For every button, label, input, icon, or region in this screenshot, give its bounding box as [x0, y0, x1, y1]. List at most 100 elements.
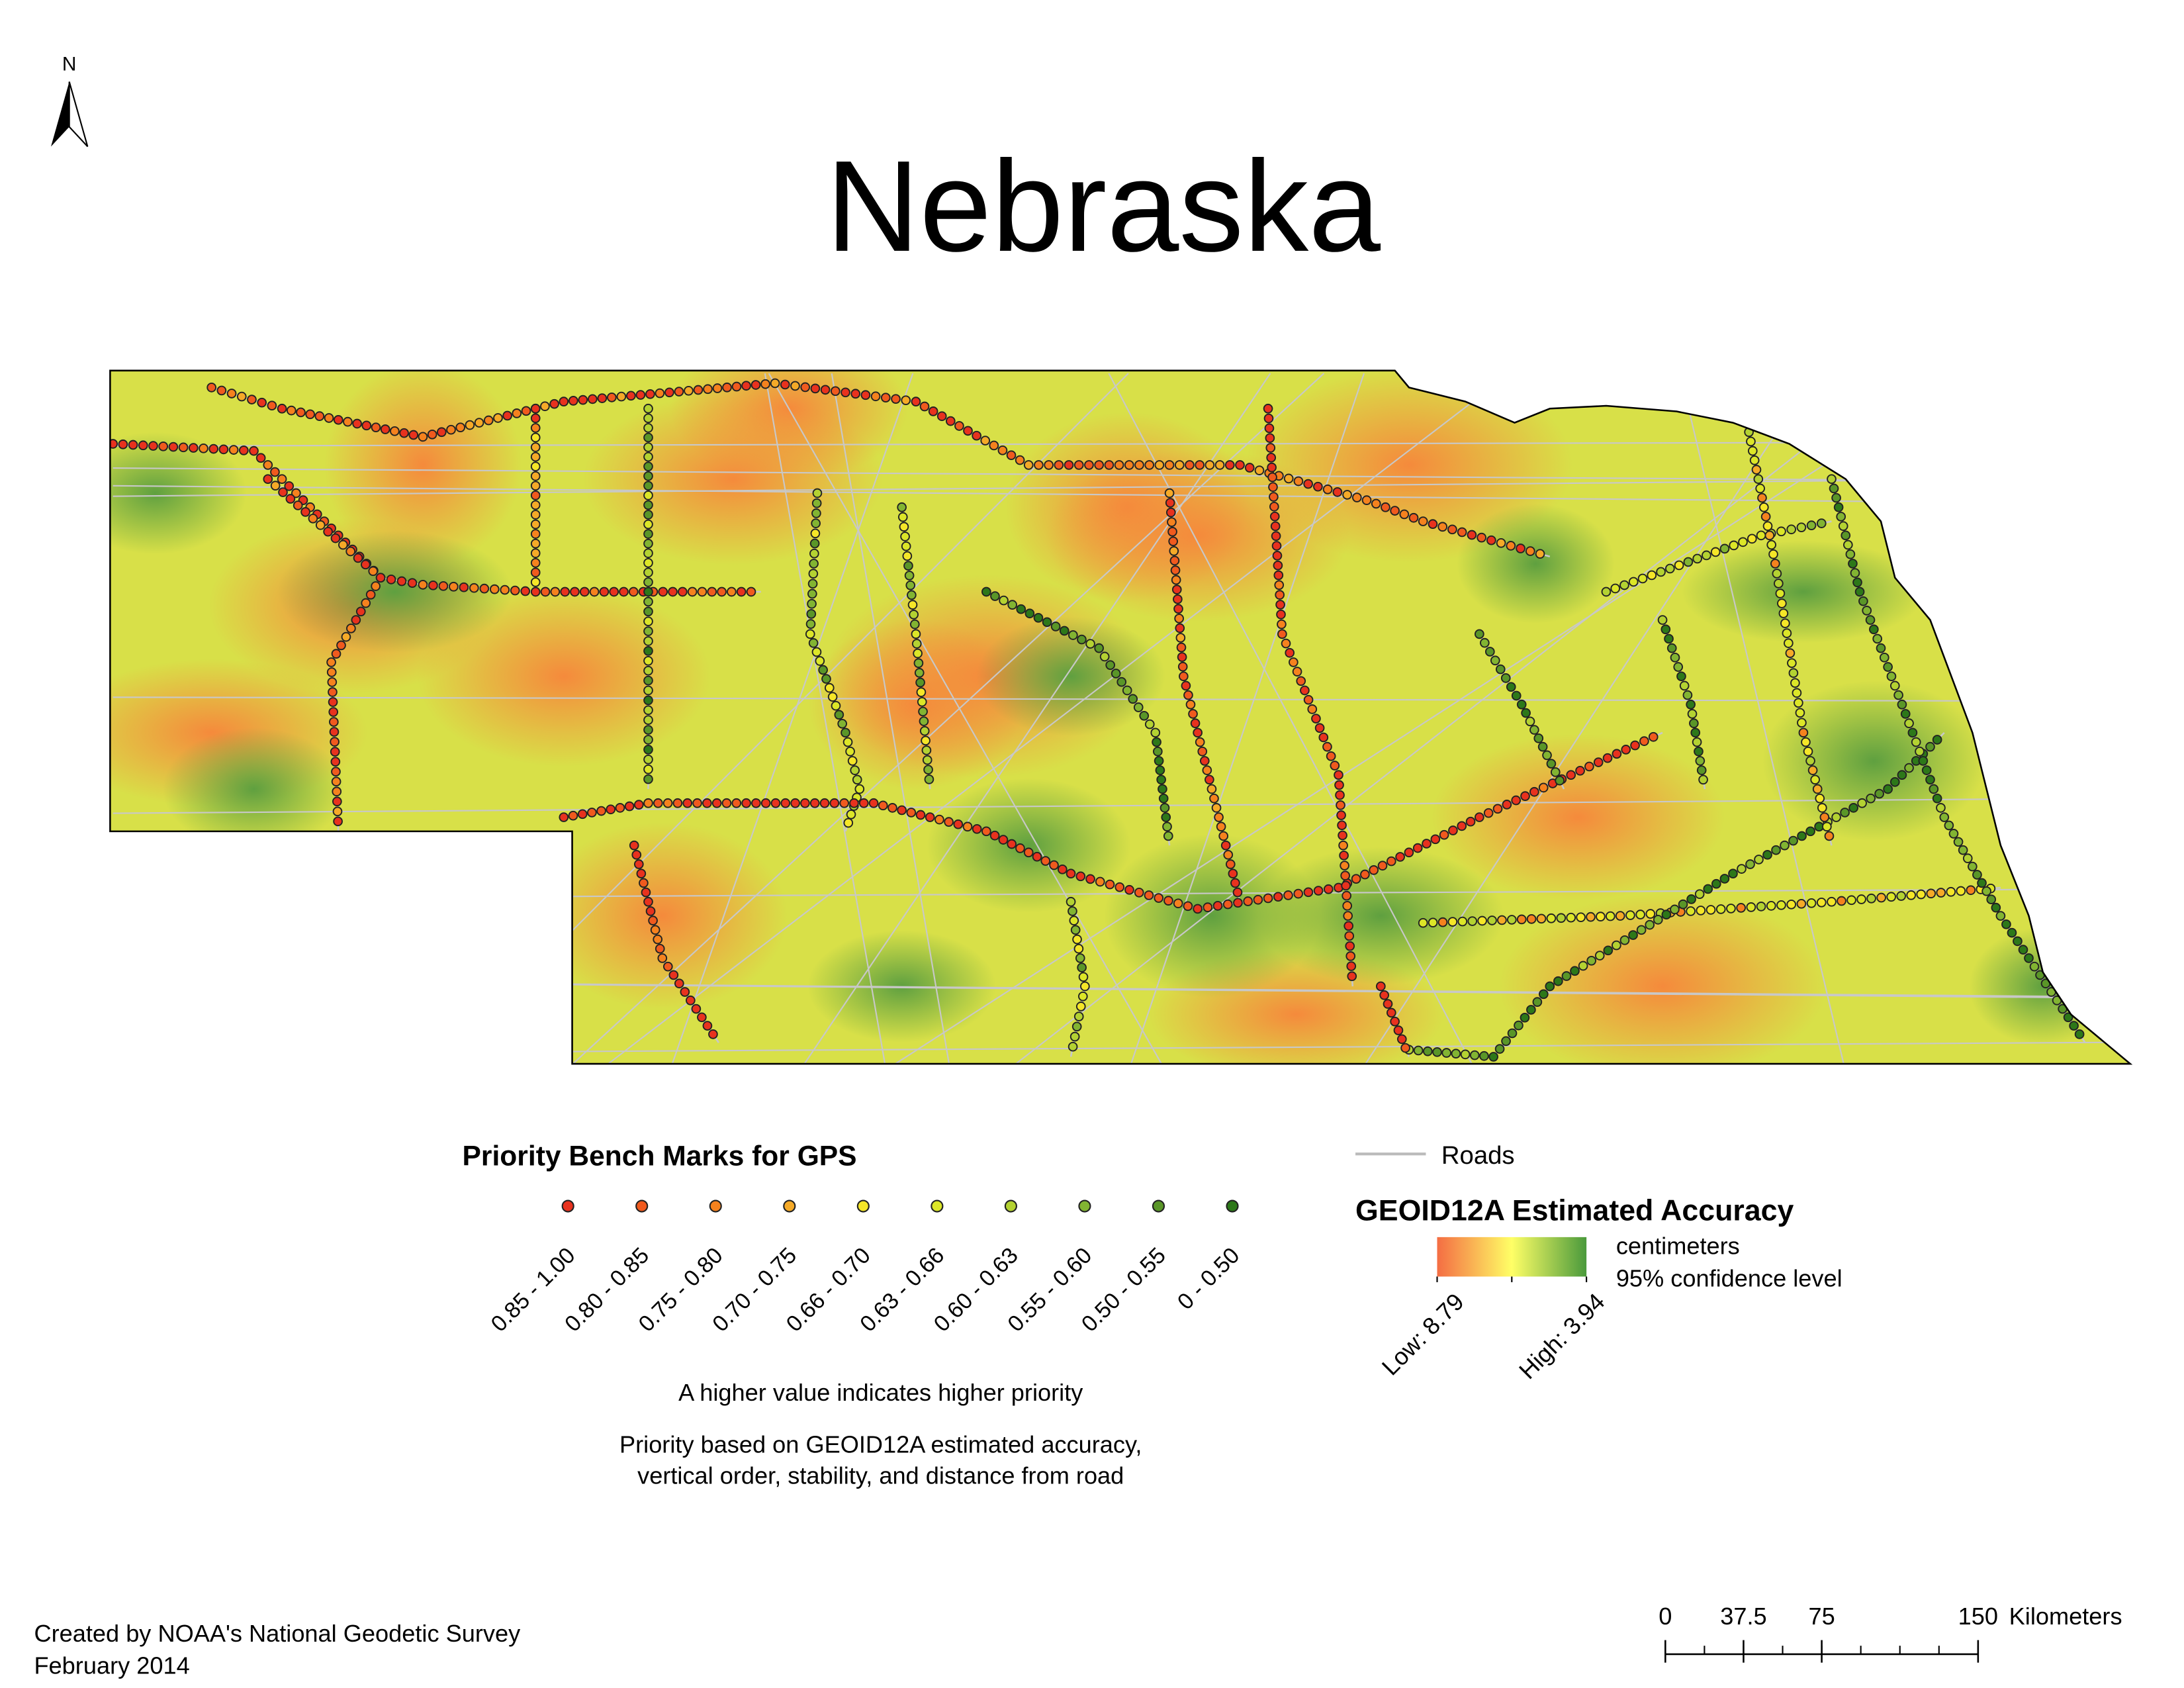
- bench-mark: [820, 385, 831, 395]
- bench-mark: [643, 461, 653, 472]
- road: [764, 373, 886, 1064]
- bench-mark: [587, 808, 597, 818]
- bench-mark: [1797, 831, 1807, 841]
- bench-mark: [645, 906, 656, 916]
- bench-mark: [1897, 770, 1907, 780]
- bench-mark: [641, 887, 651, 898]
- bench-mark: [1277, 629, 1287, 639]
- bench-mark: [1032, 851, 1042, 862]
- bench-mark: [1337, 820, 1347, 831]
- bench-mark: [390, 426, 400, 436]
- bench-mark: [643, 538, 653, 549]
- bench-mark: [770, 378, 780, 389]
- bench-mark: [1174, 613, 1184, 624]
- bench-mark: [1269, 502, 1279, 512]
- bench-mark: [643, 725, 653, 735]
- bench-mark: [118, 439, 128, 449]
- bench-mark: [1193, 727, 1203, 738]
- bench-mark: [474, 418, 484, 428]
- bench-mark: [1040, 856, 1051, 866]
- bench-mark: [1777, 598, 1787, 608]
- bench-mark: [845, 746, 855, 757]
- bench-mark: [662, 798, 673, 808]
- bench-mark: [609, 586, 619, 597]
- bench-mark: [616, 391, 627, 402]
- bench-mark: [1105, 879, 1115, 890]
- bench-mark: [216, 385, 227, 396]
- bench-mark: [2018, 945, 2028, 955]
- bench-mark: [1190, 718, 1201, 728]
- bench-mark: [1007, 839, 1017, 849]
- bench-mark: [1857, 798, 1867, 808]
- bench-mark: [1829, 483, 1839, 494]
- bench-mark: [1408, 512, 1419, 523]
- bench-mark: [270, 481, 281, 491]
- bench-mark: [1212, 901, 1223, 911]
- bench-mark: [1872, 633, 1883, 644]
- bench-mark: [1690, 727, 1701, 738]
- bench-mark: [1726, 904, 1736, 914]
- bench-mark: [1729, 540, 1739, 551]
- bench-mark: [1267, 462, 1277, 473]
- bench-mark: [1064, 460, 1074, 470]
- bench-mark: [1584, 761, 1594, 772]
- bench-mark: [1784, 638, 1794, 648]
- bench-mark: [1506, 541, 1516, 551]
- bench-mark: [1746, 436, 1756, 447]
- bench-mark: [989, 830, 1000, 841]
- bench-mark: [1764, 530, 1775, 541]
- bench-mark: [1683, 557, 1694, 567]
- bench-mark: [1073, 460, 1084, 470]
- bench-mark: [1806, 520, 1817, 530]
- bench-mark: [899, 522, 909, 532]
- bench-mark: [1670, 652, 1680, 663]
- bench-mark: [1506, 915, 1517, 925]
- bench-mark: [1852, 577, 1862, 588]
- bench-mark: [1576, 912, 1586, 923]
- bench-mark: [1836, 512, 1846, 522]
- bench-mark: [1801, 737, 1811, 747]
- bench-mark: [208, 444, 219, 454]
- bench-mark: [2013, 936, 2023, 947]
- bench-mark: [1122, 685, 1132, 696]
- orange-blob: [1498, 894, 1827, 1064]
- bench-mark: [1594, 951, 1605, 961]
- bench-mark: [1154, 756, 1164, 766]
- bench-mark: [530, 529, 541, 539]
- bench-mark: [1273, 892, 1283, 902]
- bench-mark: [1479, 637, 1490, 648]
- bench-mark: [1124, 460, 1134, 470]
- bench-mark: [691, 1004, 702, 1014]
- bench-mark: [1696, 906, 1706, 915]
- bench-mark: [850, 765, 860, 775]
- bench-mark: [815, 656, 825, 666]
- road: [113, 696, 2114, 702]
- bench-mark: [1343, 911, 1353, 921]
- bench-mark: [1069, 915, 1079, 925]
- bench-mark: [1537, 741, 1548, 752]
- bench-mark: [916, 687, 927, 697]
- bench-mark: [361, 598, 371, 608]
- legend-description: vertical order, stability, and distance …: [637, 1462, 1124, 1489]
- bench-mark: [1550, 767, 1561, 777]
- bench-mark: [1766, 901, 1776, 911]
- bench-mark: [1516, 914, 1527, 925]
- bench-mark: [1395, 852, 1405, 862]
- bench-mark: [168, 442, 179, 452]
- bench-mark: [1886, 671, 1897, 682]
- bench-mark: [1054, 460, 1064, 470]
- bench-mark: [1501, 1036, 1511, 1047]
- bench-mark: [1664, 563, 1675, 574]
- bench-mark: [1972, 870, 1982, 880]
- bench-mark: [712, 383, 723, 393]
- bench-mark: [1776, 526, 1786, 537]
- bench-mark: [1023, 847, 1034, 858]
- bench-mark: [643, 529, 653, 539]
- bench-mark: [1369, 865, 1379, 875]
- bench-mark: [483, 415, 494, 426]
- bench-mark: [809, 548, 819, 559]
- bench-mark: [751, 380, 761, 390]
- class-swatch: [931, 1199, 944, 1213]
- bench-mark: [1936, 888, 1946, 898]
- bench-mark: [905, 580, 916, 590]
